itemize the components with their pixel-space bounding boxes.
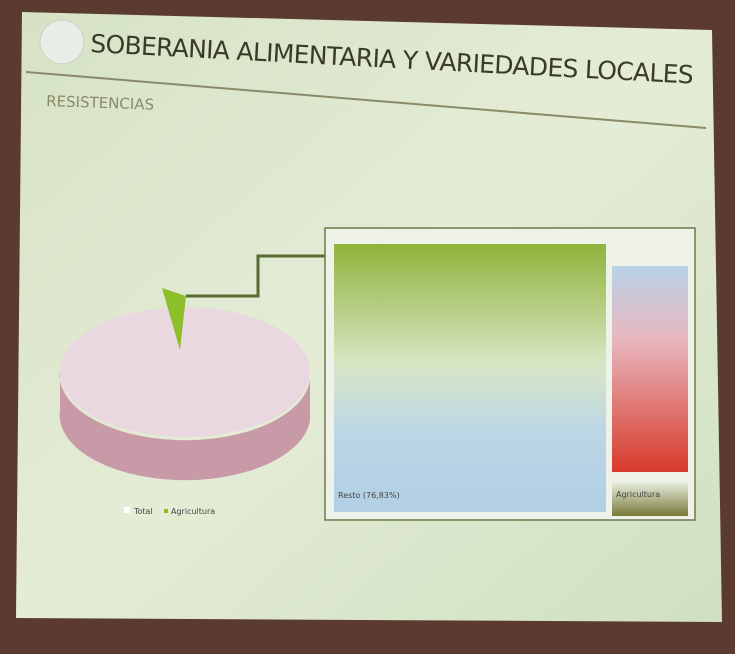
legend-swatch xyxy=(164,509,168,513)
pie-side xyxy=(59,370,311,481)
subtitle: RESISTENCIAS xyxy=(46,92,154,114)
legend-swatch xyxy=(124,507,130,513)
main-label: Resto (76,83%) xyxy=(338,491,400,500)
small-block xyxy=(612,482,688,516)
small-label: Agricultura xyxy=(616,490,660,499)
pie-slice xyxy=(162,288,186,350)
legend-label: Agricultura xyxy=(171,507,215,516)
title-rule xyxy=(25,71,707,129)
main-block xyxy=(334,244,606,512)
pie-top xyxy=(60,307,310,437)
logo-circle xyxy=(39,19,85,65)
connector xyxy=(186,254,330,298)
legend-label: Total xyxy=(133,507,153,516)
red-block xyxy=(612,266,688,472)
